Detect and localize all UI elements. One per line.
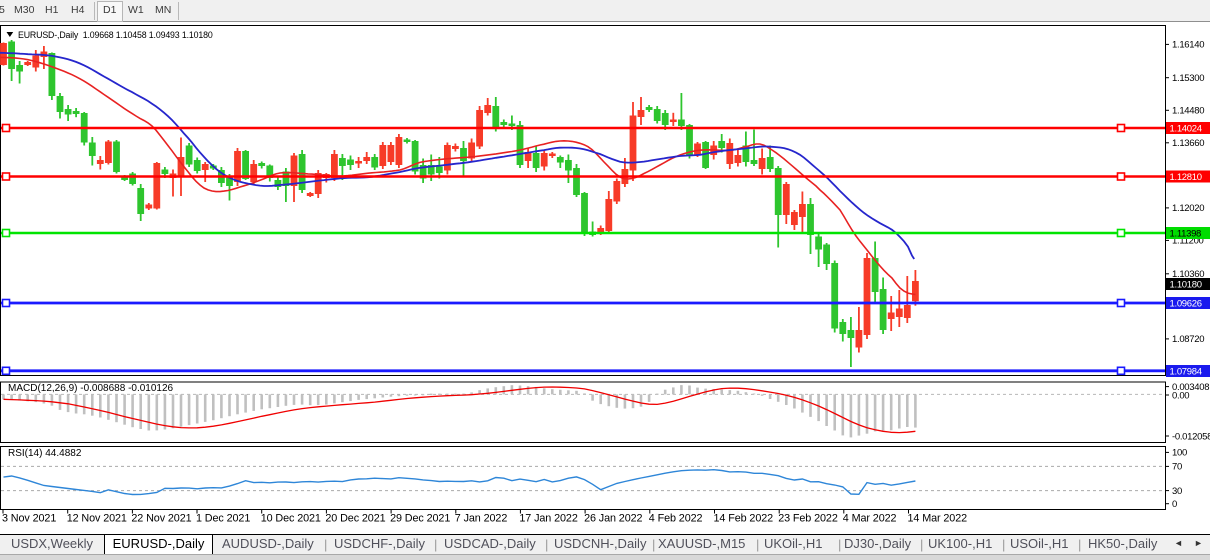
svg-text:3 Nov 2021: 3 Nov 2021	[2, 513, 56, 525]
svg-text:14 Mar 2022: 14 Mar 2022	[908, 513, 968, 525]
svg-text:1.11200: 1.11200	[1172, 236, 1204, 247]
svg-text:RSI(14) 44.4882: RSI(14) 44.4882	[8, 448, 82, 459]
svg-text:4 Feb 2022: 4 Feb 2022	[649, 513, 703, 525]
svg-text:100: 100	[1172, 448, 1187, 459]
svg-text:1.08720: 1.08720	[1172, 334, 1204, 345]
svg-text:1.11398: 1.11398	[1170, 229, 1202, 240]
svg-text:26 Jan 2022: 26 Jan 2022	[584, 513, 642, 525]
svg-text:1.14480: 1.14480	[1172, 106, 1204, 117]
svg-text:0.003408: 0.003408	[1172, 382, 1209, 393]
svg-text:1.10180: 1.10180	[1170, 280, 1202, 291]
svg-text:70: 70	[1172, 462, 1182, 473]
svg-text:20 Dec 2021: 20 Dec 2021	[325, 513, 385, 525]
svg-text:1.12020: 1.12020	[1172, 203, 1204, 214]
svg-text:1.16140: 1.16140	[1172, 40, 1204, 51]
svg-text:7 Jan 2022: 7 Jan 2022	[455, 513, 508, 525]
svg-text:22 Nov 2021: 22 Nov 2021	[131, 513, 191, 525]
svg-text:10 Dec 2021: 10 Dec 2021	[261, 513, 321, 525]
svg-text:EURUSD-,Daily 1.09668 1.10458: EURUSD-,Daily 1.09668 1.10458 1.09493 1.…	[18, 30, 213, 40]
svg-text:29 Dec 2021: 29 Dec 2021	[390, 513, 450, 525]
svg-text:14 Feb 2022: 14 Feb 2022	[714, 513, 774, 525]
svg-text:30: 30	[1172, 486, 1182, 497]
svg-text:1 Dec 2021: 1 Dec 2021	[196, 513, 250, 525]
svg-text:17 Jan 2022: 17 Jan 2022	[519, 513, 577, 525]
svg-text:MACD(12,26,9) -0.008688 -0.010: MACD(12,26,9) -0.008688 -0.010126	[8, 383, 174, 394]
svg-text:1.13660: 1.13660	[1172, 138, 1204, 149]
svg-text:1.14024: 1.14024	[1170, 124, 1202, 135]
svg-text:1.10360: 1.10360	[1172, 269, 1204, 280]
svg-text:12 Nov 2021: 12 Nov 2021	[67, 513, 127, 525]
svg-text:1.07984: 1.07984	[1170, 367, 1202, 378]
svg-text:-0.012058: -0.012058	[1172, 431, 1210, 442]
svg-text:4 Mar 2022: 4 Mar 2022	[843, 513, 897, 525]
svg-text:0.00: 0.00	[1172, 390, 1189, 401]
svg-text:1.12810: 1.12810	[1170, 172, 1202, 183]
svg-text:23 Feb 2022: 23 Feb 2022	[778, 513, 838, 525]
svg-text:0: 0	[1172, 499, 1177, 510]
svg-text:1.15300: 1.15300	[1172, 73, 1204, 84]
svg-text:1.09626: 1.09626	[1170, 299, 1202, 310]
